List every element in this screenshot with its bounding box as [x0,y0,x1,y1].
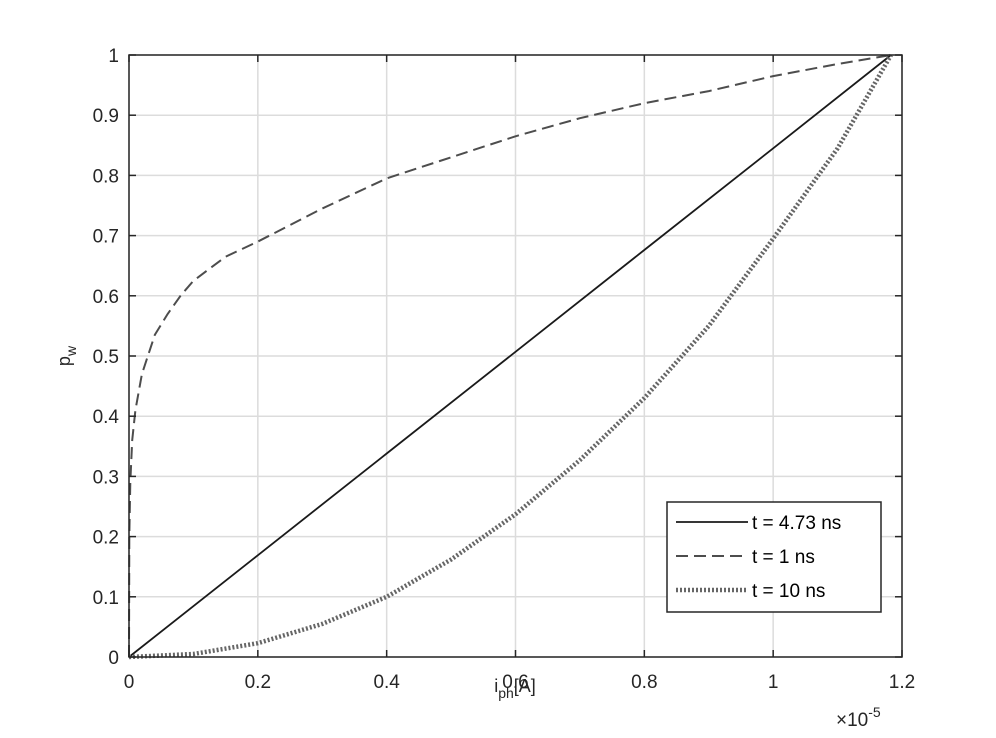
y-tick-label-8: 0.8 [93,166,119,187]
x-tick-label-6: 1.2 [889,672,915,693]
ticks [128,54,903,658]
legend-items: t = 4.73 ns t = 1 ns t = 10 ns [676,513,841,602]
x-tick-label-1: 0.2 [245,672,271,693]
legend: t = 4.73 ns t = 1 ns t = 10 ns [666,501,882,613]
series-line-2 [128,53,893,660]
y-axis-label: pw [54,345,79,366]
y-tick-label-10: 1 [108,46,119,67]
y-tick-label-0: 0 [108,648,119,669]
legend-label-1: t = 1 ns [752,547,815,568]
y-tick-label-5: 0.5 [93,347,119,368]
y-tick-label-3: 0.3 [93,467,119,488]
series-line-0 [128,54,892,658]
y-tick-label-2: 0.2 [93,528,119,549]
x-exponent-power: -5 [868,704,881,720]
x-exponent-base: ×10 [836,710,868,731]
y-axis-label-sub: w [63,345,79,357]
y-tick-label-4: 0.4 [93,407,120,428]
legend-label-2: t = 10 ns [752,581,825,602]
x-exponent-label: ×10-5 [836,704,881,731]
x-tick-label-2: 0.4 [373,672,400,693]
series-layer [128,53,893,660]
y-tick-label-7: 0.7 [93,227,119,248]
x-tick-label-4: 0.8 [631,672,657,693]
legend-label-0: t = 4.73 ns [752,513,841,534]
x-tick-label-0: 0 [124,672,135,693]
x-axis-label: iph[A] [494,676,536,701]
x-tick-label-5: 1 [768,672,779,693]
y-tick-label-6: 0.6 [93,287,119,308]
tick-labels: 0 0.2 0.4 0.6 0.8 1 1.2 0 0.1 0.2 0.3 0.4 0.5 0.6 0.7 0… [93,46,916,693]
y-tick-label-1: 0.1 [93,588,119,609]
y-axis-label-main: p [54,356,74,366]
y-tick-label-9: 0.9 [93,106,119,127]
x-tick-label-3: 0.6 [502,672,528,693]
x-axis-label-sub: ph [498,685,514,701]
x-axis-label-main: i [494,676,498,696]
x-axis-label-unit: [A] [514,676,536,696]
